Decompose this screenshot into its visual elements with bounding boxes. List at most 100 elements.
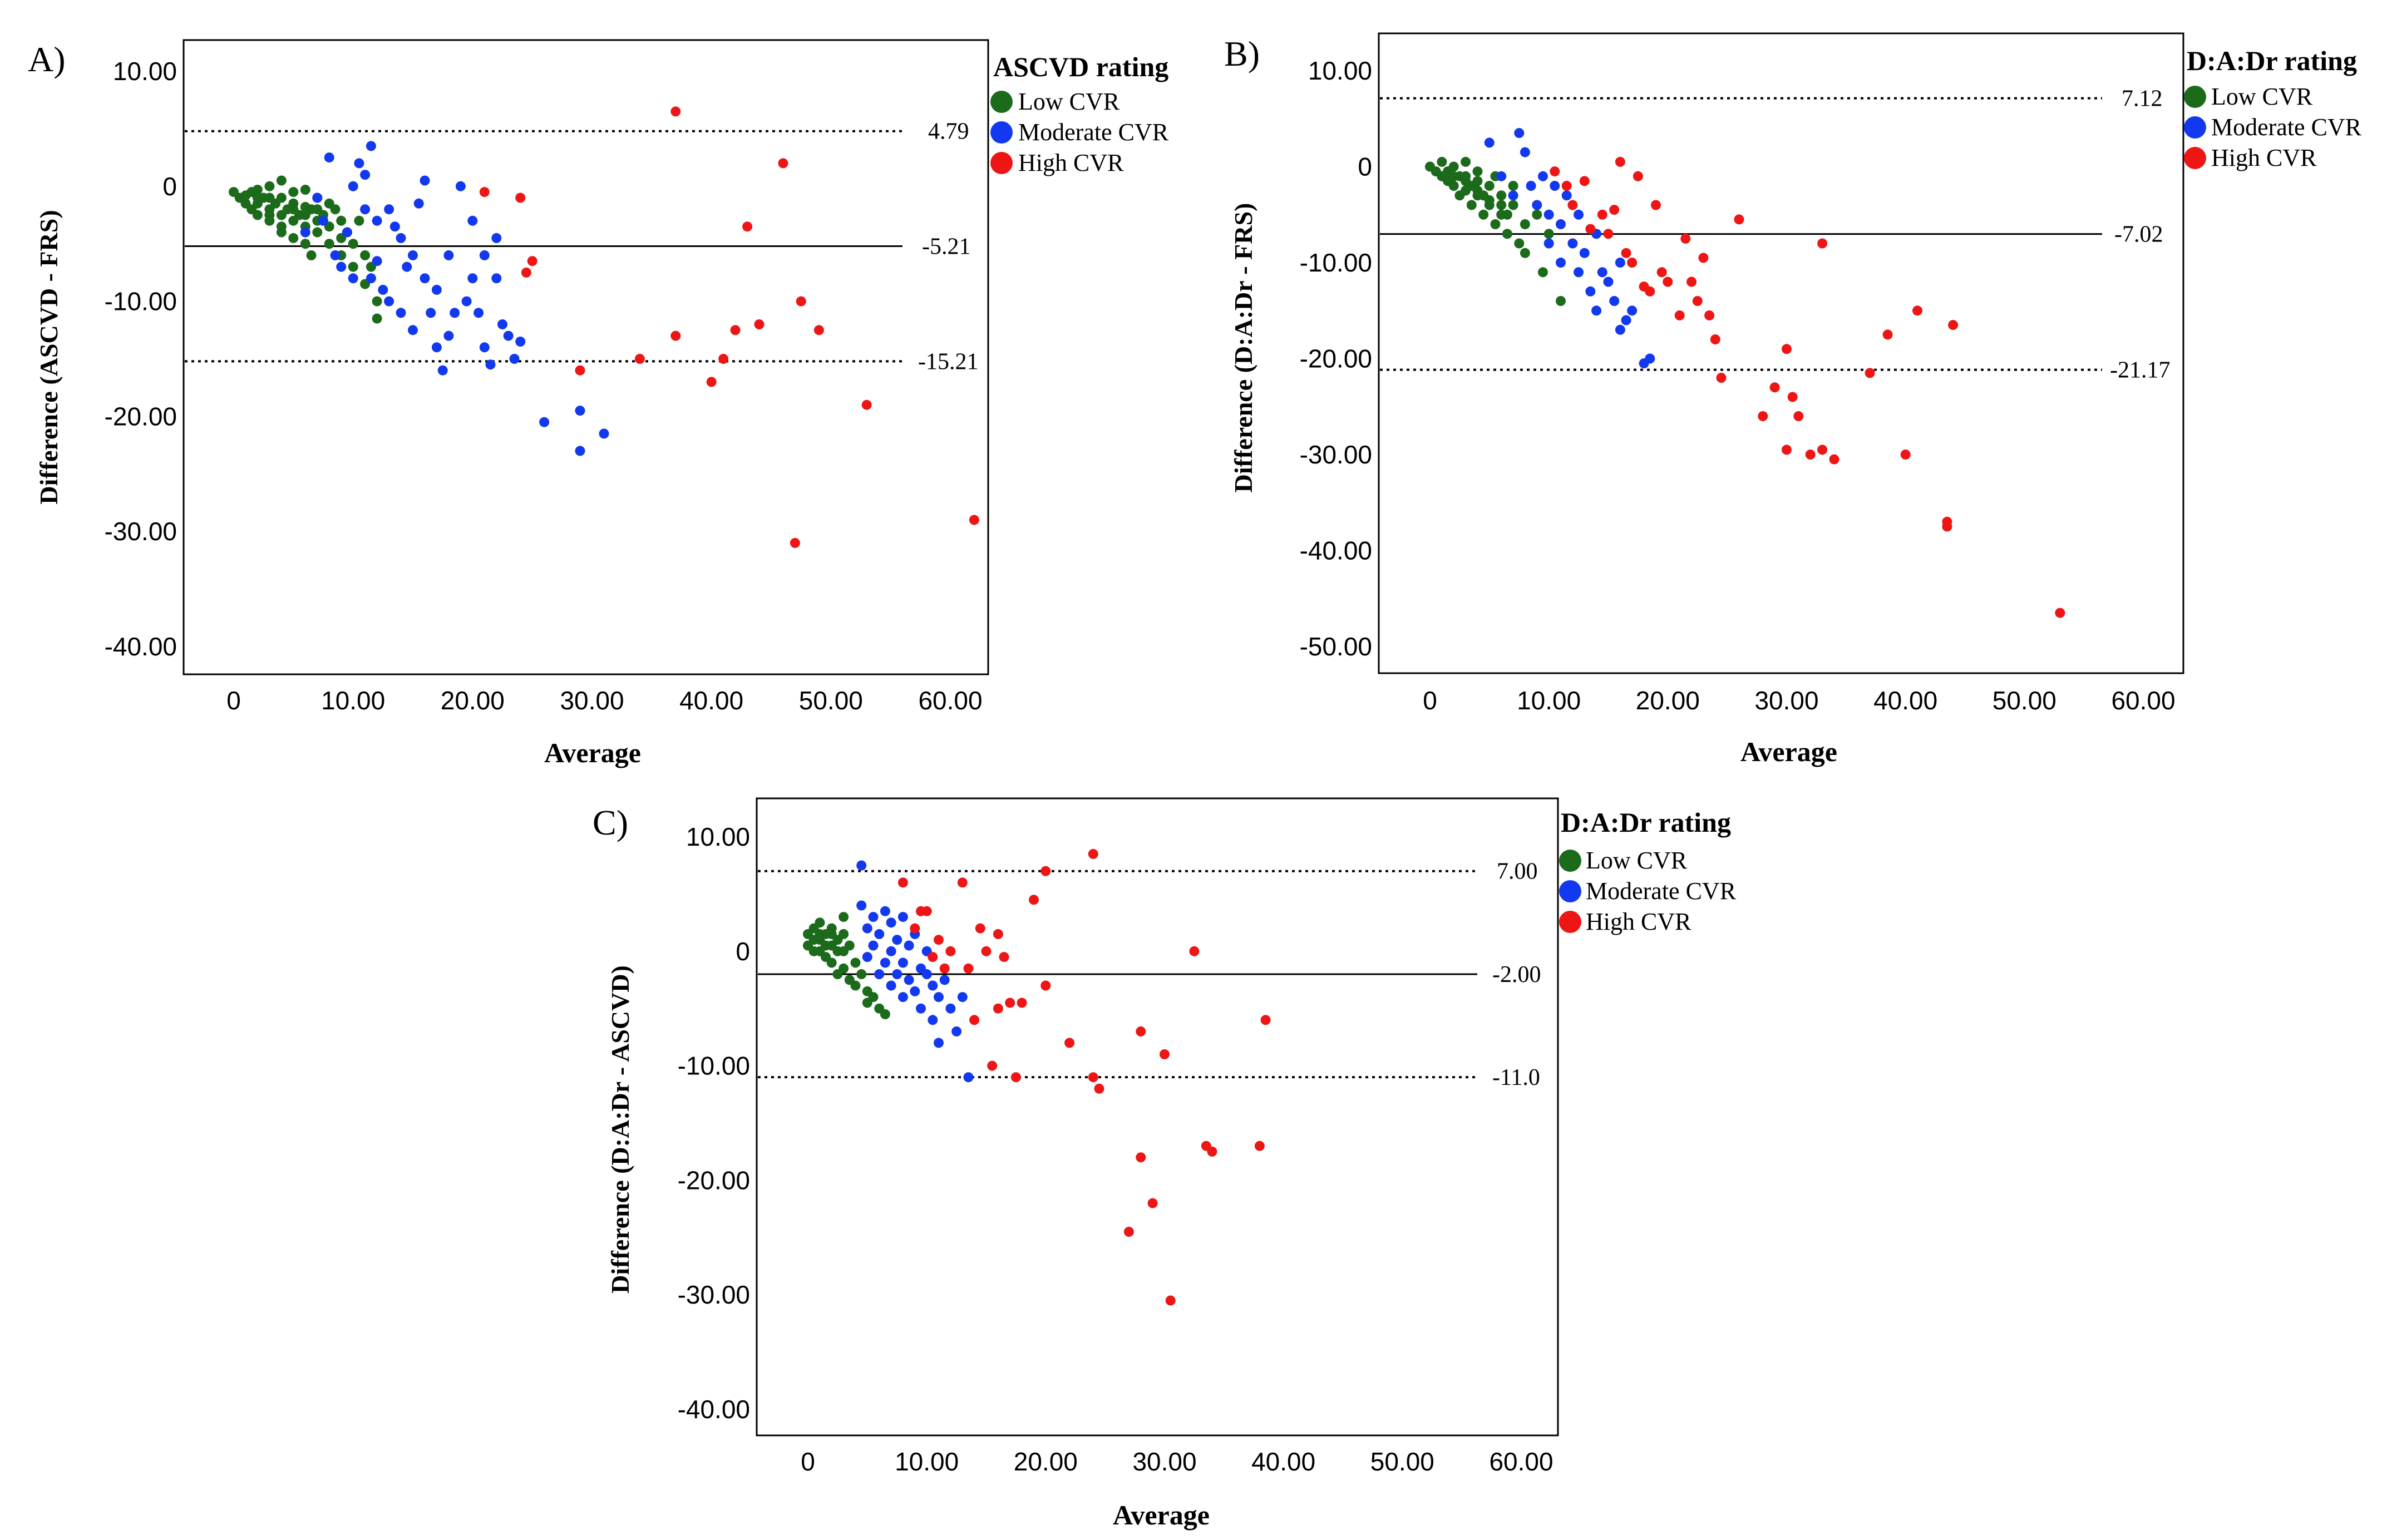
data-point-low	[1466, 181, 1477, 191]
legend-label-low: Low CVR	[2211, 83, 2313, 110]
data-point-moderate	[515, 337, 526, 347]
data-point-moderate	[575, 446, 585, 456]
data-point-high	[963, 963, 974, 974]
data-point-moderate	[1532, 200, 1542, 210]
y-tick-label: -20.00	[678, 1166, 750, 1195]
data-point-moderate	[892, 969, 902, 979]
data-point-low	[1484, 181, 1495, 191]
data-point-high	[670, 106, 681, 117]
data-point-low	[839, 912, 849, 922]
data-point-moderate	[1561, 190, 1572, 201]
data-point-low	[826, 929, 837, 939]
data-point-moderate	[1496, 171, 1507, 181]
panel-b: B) 0 10.00 20.00 30.00 40.00 50.00 60.00…	[1224, 32, 2362, 767]
data-point-high	[1656, 267, 1667, 278]
data-point-moderate	[348, 273, 358, 284]
data-point-high	[1123, 1227, 1134, 1237]
data-point-low	[844, 940, 855, 951]
data-point-moderate	[509, 354, 520, 364]
legend-swatch-low	[2184, 86, 2206, 108]
data-point-high	[1710, 334, 1720, 344]
data-point-high	[1698, 253, 1709, 263]
data-point-moderate	[479, 342, 490, 353]
data-point-moderate	[455, 181, 466, 191]
x-tick-label: 10.00	[895, 1447, 959, 1476]
data-point-moderate	[378, 284, 388, 295]
x-tick-label: 60.00	[2111, 686, 2175, 715]
data-point-low	[1437, 156, 1447, 167]
data-point-low	[246, 187, 257, 198]
data-point-moderate	[928, 980, 938, 991]
data-point-moderate	[910, 986, 920, 996]
data-point-moderate	[862, 923, 872, 934]
data-point-moderate	[916, 1003, 926, 1014]
data-point-moderate	[886, 917, 896, 928]
y-tick-label: -30.00	[1300, 440, 1372, 469]
data-point-moderate	[921, 969, 932, 979]
data-point-high	[1817, 238, 1828, 249]
y-tick-label: -40.00	[105, 632, 177, 661]
data-point-moderate	[1543, 209, 1554, 220]
legend-swatch-high	[2184, 147, 2206, 169]
data-point-moderate	[491, 273, 502, 284]
x-tick-label: 0	[1423, 686, 1437, 715]
legend-swatch-high	[1559, 911, 1581, 933]
data-point-high	[1692, 296, 1703, 306]
data-point-low	[1508, 181, 1518, 191]
data-point-high	[754, 319, 765, 329]
data-point-moderate	[539, 417, 550, 427]
x-tick-label: 50.00	[1992, 686, 2056, 715]
y-tick-label: -50.00	[1300, 632, 1372, 661]
data-point-high	[981, 946, 992, 956]
x-tick-label: 0	[226, 686, 241, 715]
upper-limit-label: 4.79	[928, 119, 969, 145]
data-point-low	[1490, 219, 1501, 229]
data-point-low	[1496, 200, 1507, 210]
data-point-moderate	[1520, 147, 1530, 157]
panel-label-c: C)	[593, 803, 628, 842]
data-point-low	[252, 210, 263, 220]
y-axis-label-a: Difference (ASCVD - FRS)	[34, 210, 63, 504]
data-point-high	[1567, 200, 1578, 210]
data-point-low	[1508, 200, 1518, 210]
data-point-high	[1651, 200, 1661, 210]
data-point-low	[336, 215, 347, 226]
data-point-high	[1627, 258, 1638, 268]
data-point-moderate	[1574, 209, 1584, 220]
data-point-high	[1793, 411, 1804, 421]
data-point-moderate	[886, 946, 896, 956]
data-point-moderate	[874, 929, 885, 939]
data-point-moderate	[1543, 238, 1554, 249]
data-point-high	[1040, 980, 1051, 991]
x-tick-label: 40.00	[1873, 686, 1937, 715]
data-point-low	[330, 204, 341, 215]
data-point-moderate	[1615, 258, 1625, 268]
data-point-moderate	[461, 296, 472, 307]
x-tick-label: 40.00	[679, 686, 743, 715]
lower-limit-label: -11.0	[1492, 1065, 1540, 1090]
data-point-low	[1502, 229, 1512, 239]
data-point-high	[1882, 329, 1893, 340]
y-tick-label: 10.00	[113, 57, 177, 86]
x-tick-label: 50.00	[1370, 1447, 1434, 1476]
legend-title-b: D:A:Dr rating	[2187, 45, 2357, 76]
legend-label-moderate: Moderate CVR	[2211, 113, 2362, 141]
data-point-moderate	[503, 330, 514, 341]
data-point-moderate	[897, 912, 908, 922]
y-ticks-c: 10.00 0 -10.00 -20.00 -30.00 -40.00	[678, 822, 750, 1424]
data-point-low	[850, 980, 861, 991]
legend-label-high: High CVR	[1018, 149, 1124, 176]
data-point-moderate	[396, 308, 406, 318]
y-tick-label: -20.00	[1300, 344, 1372, 373]
data-point-high	[993, 1003, 1003, 1014]
data-point-high	[1704, 310, 1715, 320]
data-point-low	[880, 1009, 890, 1019]
data-point-high	[1603, 229, 1614, 239]
data-point-high	[1088, 1072, 1098, 1083]
data-point-moderate	[575, 406, 585, 416]
data-point-high	[1064, 1038, 1075, 1048]
data-point-high	[1769, 382, 1780, 393]
data-point-high	[1597, 209, 1607, 220]
y-tick-label: -10.00	[105, 287, 177, 316]
data-point-moderate	[957, 992, 968, 1003]
